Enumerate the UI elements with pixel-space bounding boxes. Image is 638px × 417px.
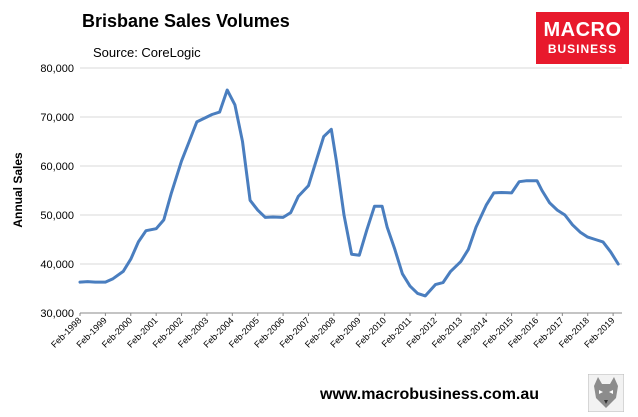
- y-tick-label: 50,000: [40, 210, 74, 222]
- y-tick-label: 30,000: [40, 308, 74, 320]
- series-group: [78, 88, 620, 298]
- chart-source: Source: CoreLogic: [93, 45, 201, 60]
- axes: [79, 312, 622, 316]
- y-tick-label: 80,000: [40, 63, 74, 75]
- footer-url: www.macrobusiness.com.au: [320, 386, 540, 403]
- macrobusiness-logo: MACRO BUSINESS: [536, 12, 629, 64]
- series-line: [78, 88, 620, 298]
- y-tick-labels: 30,000 40,000 50,000 60,000 70,000 80,000: [40, 63, 74, 320]
- logo-line-2: BUSINESS: [547, 42, 618, 56]
- y-tick-label: 40,000: [40, 259, 74, 271]
- y-tick-label: 70,000: [40, 112, 74, 124]
- wolf-mascot-icon: [588, 374, 624, 412]
- y-tick-label: 60,000: [40, 161, 74, 173]
- y-axis-label: Annual Sales: [11, 152, 25, 228]
- logo-line-1: MACRO: [543, 19, 622, 41]
- x-tick-labels: Feb-1998Feb-1999Feb-2000Feb-2001Feb-2002…: [49, 315, 616, 349]
- chart-title: Brisbane Sales Volumes: [82, 11, 290, 31]
